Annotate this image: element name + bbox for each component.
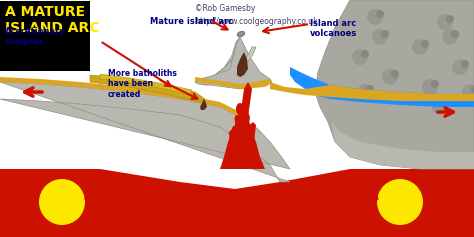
FancyBboxPatch shape: [0, 1, 90, 71]
Circle shape: [451, 30, 459, 38]
Polygon shape: [270, 82, 474, 101]
Circle shape: [461, 60, 469, 68]
Circle shape: [370, 172, 430, 232]
Circle shape: [357, 84, 373, 100]
Circle shape: [422, 79, 438, 95]
Polygon shape: [0, 0, 474, 107]
Circle shape: [377, 179, 423, 225]
Polygon shape: [238, 105, 244, 122]
Text: A MATURE
ISLAND ARC: A MATURE ISLAND ARC: [5, 5, 100, 35]
Text: ©Rob Gamesby
http://www.coolgeography.co.uk: ©Rob Gamesby http://www.coolgeography.co…: [195, 4, 318, 26]
Polygon shape: [195, 37, 272, 89]
Circle shape: [421, 40, 429, 48]
Polygon shape: [100, 74, 192, 95]
Polygon shape: [0, 82, 290, 182]
Circle shape: [391, 70, 399, 78]
Polygon shape: [90, 75, 205, 102]
Circle shape: [431, 80, 439, 88]
Circle shape: [452, 59, 468, 75]
Polygon shape: [195, 42, 270, 85]
Polygon shape: [250, 122, 256, 142]
Circle shape: [432, 99, 448, 115]
Circle shape: [381, 30, 389, 38]
Circle shape: [352, 49, 368, 65]
Polygon shape: [244, 112, 250, 132]
Polygon shape: [195, 77, 272, 89]
Circle shape: [32, 172, 92, 232]
Circle shape: [361, 50, 369, 58]
Circle shape: [412, 39, 428, 55]
Circle shape: [376, 10, 384, 18]
Polygon shape: [225, 37, 240, 67]
Polygon shape: [229, 129, 235, 147]
Circle shape: [367, 9, 383, 25]
Polygon shape: [332, 122, 474, 169]
Polygon shape: [0, 169, 474, 237]
Polygon shape: [0, 77, 240, 117]
Ellipse shape: [232, 126, 236, 132]
Ellipse shape: [235, 115, 239, 123]
Polygon shape: [200, 99, 207, 110]
Circle shape: [372, 29, 388, 45]
Circle shape: [441, 100, 449, 108]
Circle shape: [382, 69, 398, 85]
Ellipse shape: [241, 113, 246, 121]
Polygon shape: [315, 0, 474, 169]
Ellipse shape: [237, 31, 245, 37]
Circle shape: [462, 84, 474, 100]
Ellipse shape: [236, 103, 244, 115]
Circle shape: [39, 179, 85, 225]
Circle shape: [446, 15, 454, 23]
Polygon shape: [237, 52, 248, 77]
Circle shape: [366, 85, 374, 93]
Polygon shape: [245, 47, 256, 62]
Circle shape: [442, 29, 458, 45]
Ellipse shape: [246, 122, 250, 128]
Polygon shape: [235, 117, 240, 137]
Text: More batholiths
have been
created: More batholiths have been created: [108, 69, 177, 99]
Polygon shape: [228, 82, 252, 169]
Text: Accretionary
complex: Accretionary complex: [5, 27, 66, 46]
Circle shape: [437, 14, 453, 30]
Polygon shape: [290, 67, 474, 107]
Text: Island arc
volcanoes: Island arc volcanoes: [310, 19, 357, 38]
Circle shape: [471, 85, 474, 93]
Text: Mature island arc: Mature island arc: [150, 17, 234, 26]
Polygon shape: [215, 112, 265, 169]
